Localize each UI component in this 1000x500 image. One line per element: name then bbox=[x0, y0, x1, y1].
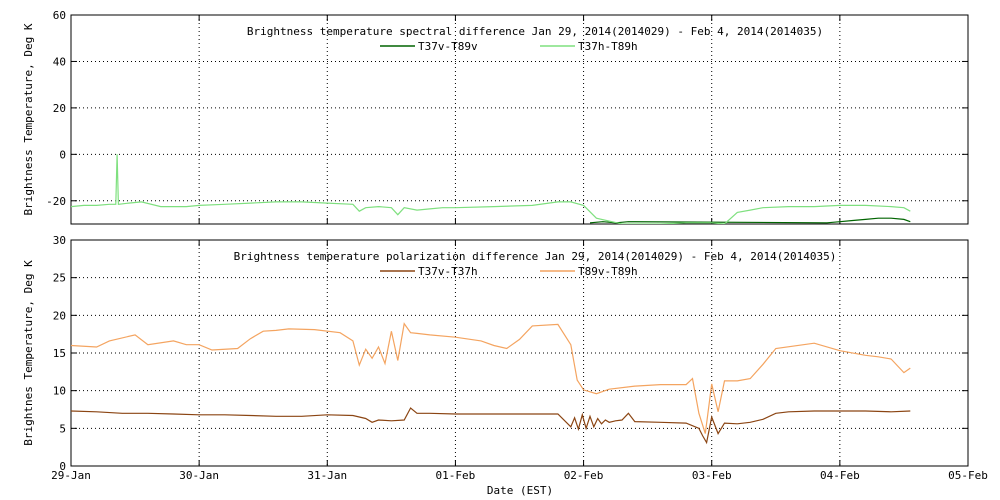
spectral-difference-panel: -20 0 20 40 60 Brightness Temperature, Deg K B… bbox=[22, 9, 969, 225]
x-tick-label: 31-Jan bbox=[307, 469, 347, 482]
x-tick-label: 30-Jan bbox=[179, 469, 219, 482]
y-tick-label: 40 bbox=[53, 55, 66, 68]
x-tick-label: 01-Feb bbox=[436, 469, 476, 482]
date-x-axis: Date (EST) 29-Jan 30-Jan 31-Jan 01-Feb 02-Fe… bbox=[51, 469, 988, 497]
plot-frame bbox=[70, 14, 969, 225]
polarization-difference-panel: 0 5 10 15 20 25 30 Brightnes Temperature, Deg K… bbox=[22, 234, 969, 473]
y-tick-label: 20 bbox=[53, 102, 66, 115]
legend-entry: T37h-T89h bbox=[578, 40, 638, 53]
x-tick-label: 29-Jan bbox=[51, 469, 91, 482]
series-line-t37v-t89v bbox=[589, 217, 911, 224]
y-tick-label: 15 bbox=[53, 347, 66, 360]
y-tick-label: 5 bbox=[59, 422, 66, 435]
series-line-t89v-t89h bbox=[71, 322, 911, 434]
y-tick-label: 0 bbox=[59, 460, 66, 473]
y-axis-label: Brightness Temperature, Deg K bbox=[22, 23, 35, 215]
x-axis-label: Date (EST) bbox=[487, 484, 553, 497]
chart-title: Brightness temperature polarization diff… bbox=[234, 250, 837, 263]
legend-entry: T37v-T37h bbox=[418, 265, 478, 278]
series-line-t37h-t89h bbox=[71, 154, 911, 224]
y-tick-label: -20 bbox=[46, 195, 66, 208]
y-tick-label: 30 bbox=[53, 234, 66, 247]
y-tick-label: 10 bbox=[53, 385, 66, 398]
series-line-t37v-t37h bbox=[71, 407, 911, 445]
x-tick-label: 04-Feb bbox=[820, 469, 860, 482]
y-tick-label: 0 bbox=[59, 148, 66, 161]
y-tick-label: 60 bbox=[53, 9, 66, 22]
y-tick-label: 25 bbox=[53, 272, 66, 285]
y-tick-label: 20 bbox=[53, 309, 66, 322]
x-tick-label: 05-Feb bbox=[948, 469, 988, 482]
x-tick-label: 02-Feb bbox=[564, 469, 604, 482]
legend-entry: T89v-T89h bbox=[578, 265, 638, 278]
legend-entry: T37v-T89v bbox=[418, 40, 478, 53]
chart-title: Brightness temperature spectral differen… bbox=[247, 25, 823, 38]
y-axis-label: Brightnes Temperature, Deg K bbox=[22, 260, 35, 446]
x-tick-label: 03-Feb bbox=[692, 469, 732, 482]
